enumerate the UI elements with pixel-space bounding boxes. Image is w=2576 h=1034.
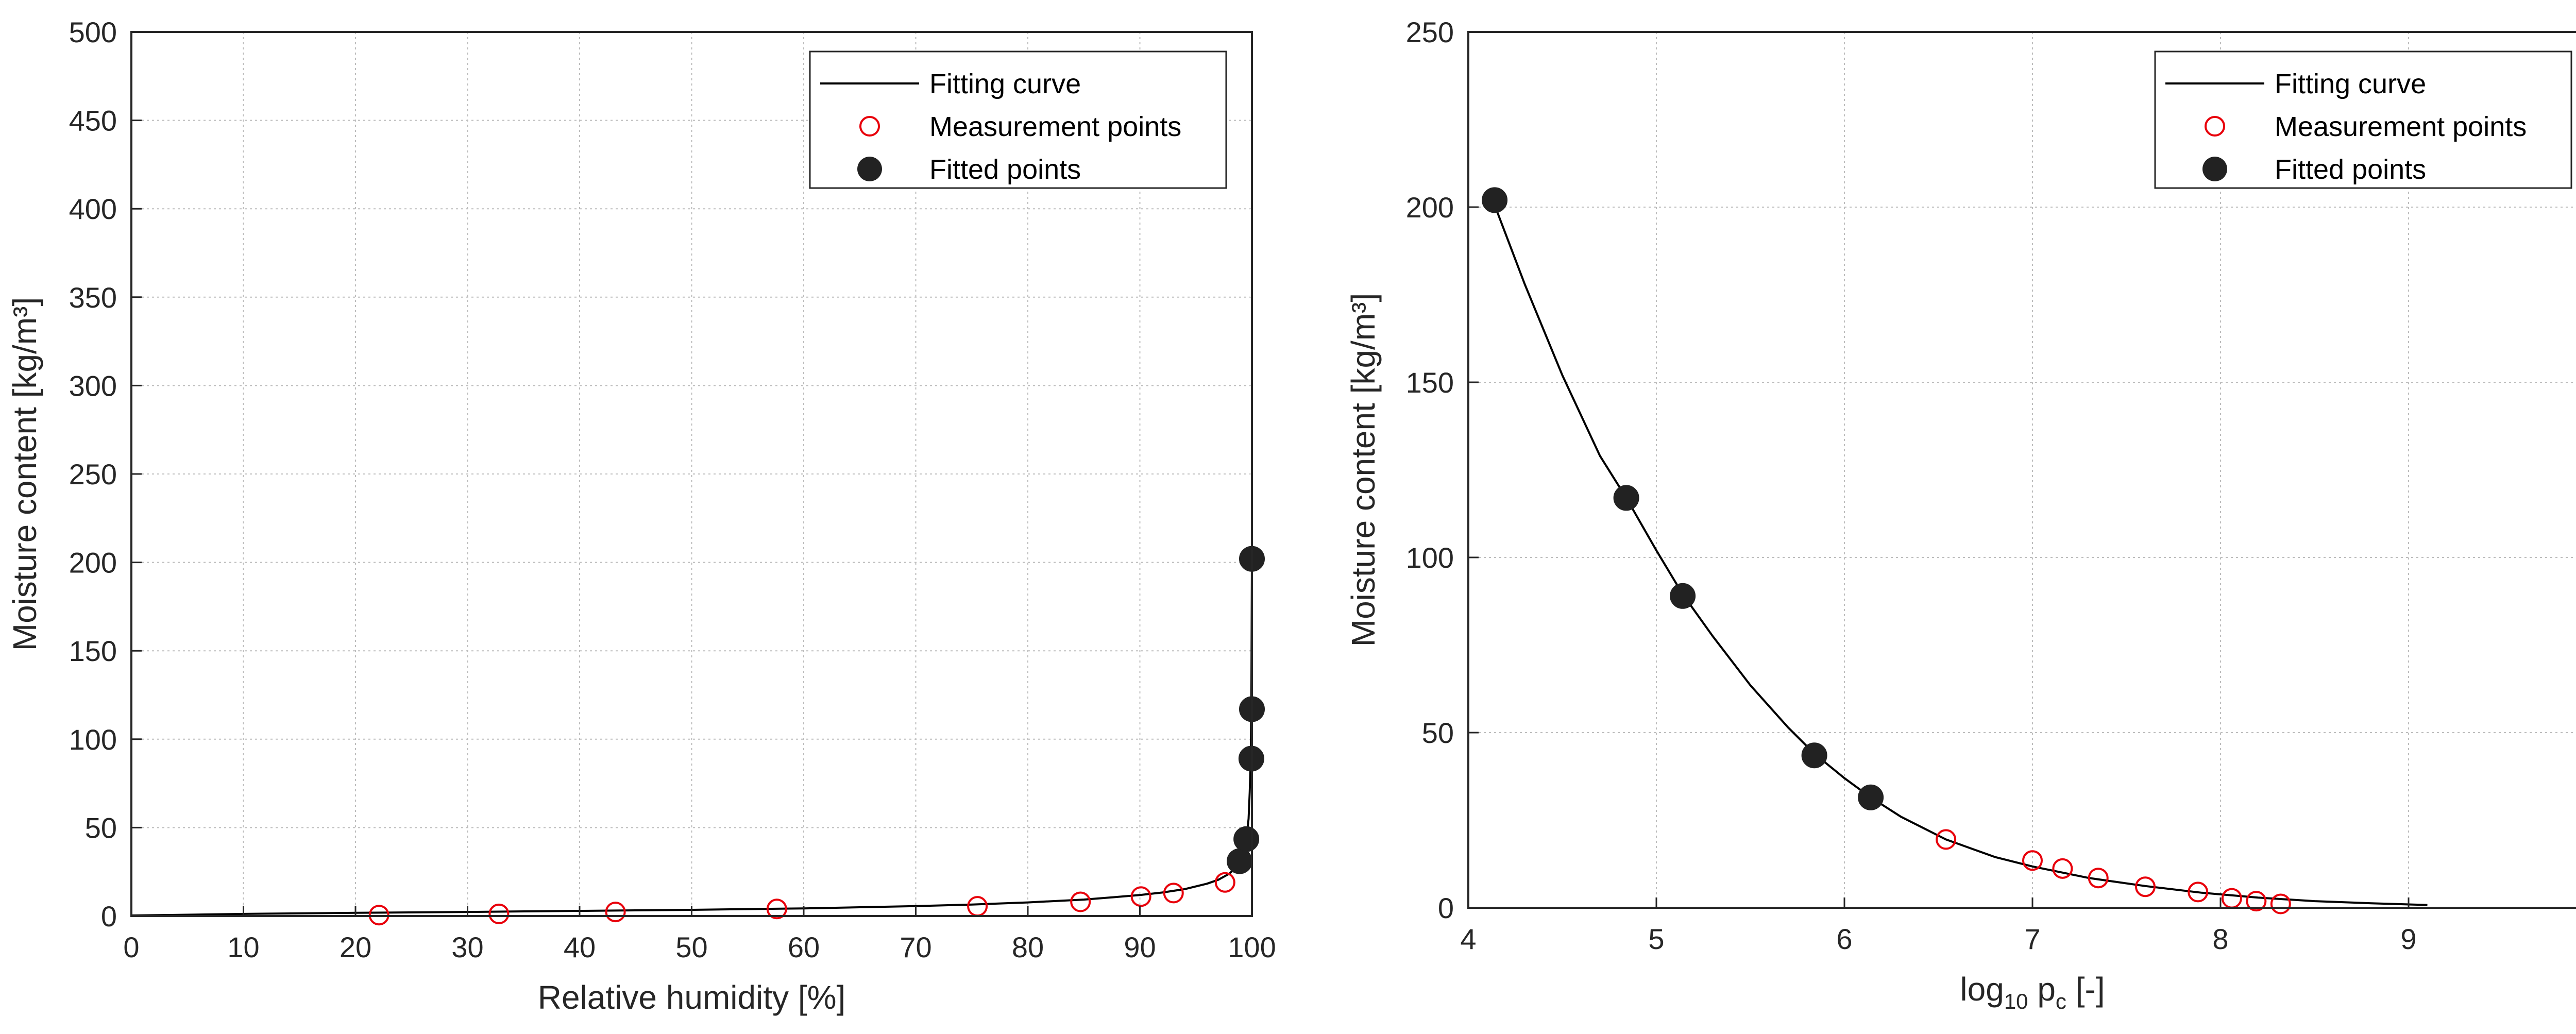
left-legend: Fitting curve Measurement points Fitted … — [809, 50, 1227, 189]
right-x-tick-label: 7 — [2024, 923, 2040, 955]
left-x-tick-label: 0 — [123, 931, 139, 963]
left-legend-fitting-curve: Fitting curve — [929, 69, 1081, 99]
right-measurement-point — [1936, 829, 1957, 850]
right-y-tick-label: 150 — [1406, 366, 1454, 399]
left-y-tick-label: 200 — [69, 547, 117, 579]
right-measurement-point — [2135, 876, 2156, 897]
right-measurement-point — [2221, 888, 2242, 909]
left-measurement-point — [1070, 891, 1091, 912]
left-chart: 0 10 20 30 40 50 60 70 80 90 100 0 50 100 150 200 250 300… — [6, 16, 1276, 1016]
left-y-tick-label: 0 — [101, 900, 117, 933]
right-chart: 45678910050100150200250 log10 pc [-] Moi… — [1345, 16, 2576, 1013]
right-measurement-point — [2088, 868, 2109, 889]
right-fitted-point — [1482, 187, 1508, 213]
right-x-tick-label: 8 — [2212, 923, 2228, 955]
left-y-tick-label: 450 — [69, 105, 117, 137]
left-measurement-point — [1163, 883, 1184, 904]
left-y-tick-label: 300 — [69, 369, 117, 402]
right-x-axis-title-sub10: 10 — [2004, 989, 2028, 1013]
left-x-tick-label: 10 — [227, 931, 259, 963]
left-y-tick-label: 150 — [69, 635, 117, 667]
right-measurement-point — [2188, 882, 2209, 903]
left-measurement-point — [1214, 872, 1235, 893]
right-legend: Fitting curve Measurement points Fitted … — [2154, 50, 2572, 189]
left-x-tick-label: 60 — [788, 931, 820, 963]
right-measurement-point — [2270, 893, 2291, 914]
left-measurement-point — [967, 896, 988, 917]
left-legend-open-circle — [859, 116, 880, 137]
left-y-tick-label: 500 — [69, 16, 117, 48]
left-measurement-point — [488, 903, 510, 924]
right-measurement-point — [2246, 891, 2267, 912]
right-y-tick-label: 0 — [1438, 892, 1454, 924]
left-fitted-point — [1227, 848, 1253, 874]
left-measurement-point — [605, 902, 626, 923]
right-legend-fitted-points: Fitted points — [2275, 154, 2426, 185]
right-x-axis-title-subc: c — [2056, 989, 2066, 1013]
left-x-tick-label: 40 — [564, 931, 596, 963]
left-y-axis-title: Moisture content [kg/m³] — [6, 297, 43, 651]
right-legend-open-circle — [2205, 116, 2225, 137]
right-fitted-point — [1670, 583, 1696, 609]
left-y-tick-label: 250 — [69, 458, 117, 490]
right-y-tick-label: 200 — [1406, 191, 1454, 224]
right-y-tick-label: 50 — [1422, 717, 1454, 749]
right-x-tick-label: 5 — [1648, 923, 1664, 955]
left-fitted-point — [1233, 826, 1260, 852]
left-legend-filled-circle — [857, 157, 882, 181]
left-y-tick-label: 400 — [69, 193, 117, 225]
right-fitted-point — [1801, 742, 1827, 769]
left-x-tick-label: 50 — [675, 931, 707, 963]
left-x-tick-label: 90 — [1124, 931, 1156, 963]
right-legend-fitting-curve: Fitting curve — [2275, 69, 2426, 99]
right-x-axis-title-unit: [-] — [2066, 971, 2105, 1008]
right-x-axis-title: log10 pc [-] — [1960, 971, 2105, 1013]
right-x-tick-label: 9 — [2400, 923, 2416, 955]
right-x-tick-label: 6 — [1836, 923, 1852, 955]
left-y-tick-label: 100 — [69, 723, 117, 756]
right-x-axis-title-log: log — [1960, 971, 2004, 1008]
left-x-tick-label: 20 — [340, 931, 371, 963]
left-legend-fitted-points: Fitted points — [929, 154, 1081, 185]
left-x-tick-label: 30 — [451, 931, 483, 963]
right-x-tick-label: 4 — [1460, 923, 1476, 955]
left-x-tick-label: 100 — [1228, 931, 1276, 963]
right-fitted-point — [1613, 485, 1639, 511]
left-y-tick-label: 350 — [69, 281, 117, 314]
left-legend-measurement-points: Measurement points — [929, 111, 1181, 142]
right-y-tick-label: 250 — [1406, 16, 1454, 48]
right-x-axis-title-p: p — [2028, 971, 2056, 1008]
right-measurement-point — [2022, 850, 2043, 871]
left-measurement-point — [766, 899, 787, 920]
left-measurement-point — [1130, 886, 1151, 907]
right-legend-measurement-points: Measurement points — [2275, 111, 2527, 142]
right-y-axis-title: Moisture content [kg/m³] — [1345, 293, 1382, 647]
right-measurement-point — [2052, 858, 2073, 879]
left-y-tick-label: 50 — [85, 811, 117, 844]
left-x-tick-label: 80 — [1012, 931, 1044, 963]
right-y-tick-label: 100 — [1406, 541, 1454, 574]
left-x-axis-title: Relative humidity [%] — [538, 979, 846, 1016]
left-x-tick-label: 70 — [900, 931, 931, 963]
right-fitted-point — [1858, 784, 1884, 810]
left-fitting-curve — [131, 558, 1253, 917]
right-legend-filled-circle — [2202, 157, 2227, 181]
right-fitting-curve — [1492, 199, 2428, 906]
